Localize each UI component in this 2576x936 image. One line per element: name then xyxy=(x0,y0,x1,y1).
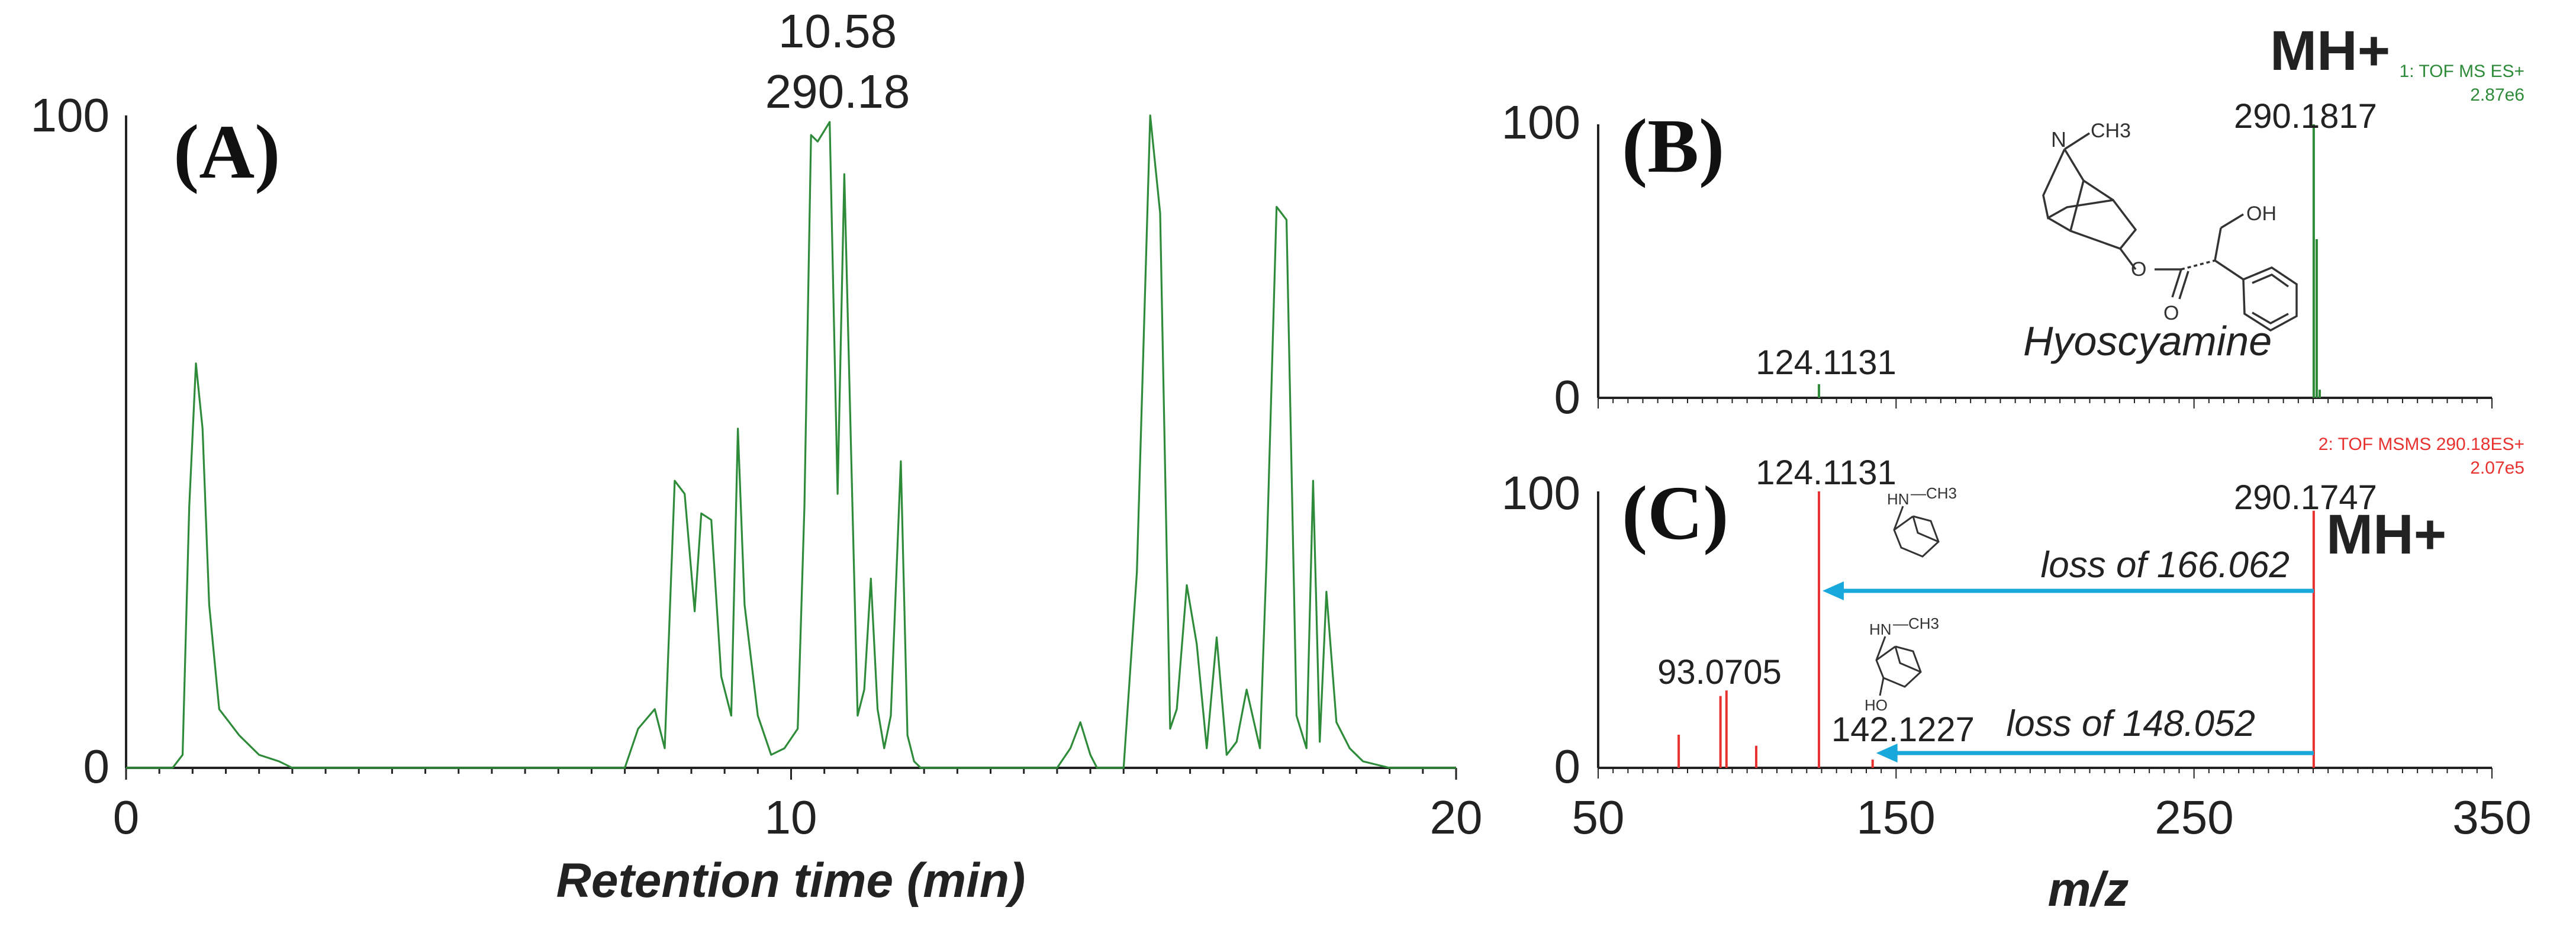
panel-c-loss-label-166: loss of 166.062 xyxy=(2040,545,2290,586)
hyoscyamine-structure xyxy=(2042,132,2298,332)
panel-a-xtick-0: 0 xyxy=(113,791,140,844)
panel-a-minor-ticks xyxy=(125,768,1457,780)
panel-c-header-line2: 2.07e5 xyxy=(2470,458,2525,478)
panel-c-ytick-0: 0 xyxy=(1554,740,1581,793)
loss-arrow-head xyxy=(1822,581,1844,600)
panel-a-label: (A) xyxy=(173,110,280,195)
panel-c-peak-label-290: 290.1747 xyxy=(2234,478,2377,517)
panel-c-header-line1: 2: TOF MSMS 290.18ES+ xyxy=(2319,435,2525,454)
panel-c-minor-ticks xyxy=(1598,768,2493,779)
panel-a-peak-rt: 10.58 xyxy=(778,5,897,57)
panel-a-peak-mz: 290.18 xyxy=(765,65,910,118)
panel-c-xlabel: m/z xyxy=(2048,863,2129,916)
panel-b-label: (B) xyxy=(1622,104,1724,189)
panel-b-ytick-100: 100 xyxy=(1502,96,1580,149)
panel-b-ytick-0: 0 xyxy=(1554,371,1581,423)
fragment-142-ch3-label: —CH3 xyxy=(1893,615,1939,632)
panel-a-ytick-100: 100 xyxy=(31,89,110,141)
panel-c-mh-label: MH+ xyxy=(2326,503,2446,566)
panel-b-compound-name: Hyoscyamine xyxy=(2023,318,2272,364)
structure-ch3-label: CH3 xyxy=(2091,120,2131,142)
fragment-142-ho-label: HO xyxy=(1865,696,1888,714)
structure-ester-o-label: O xyxy=(2131,258,2146,281)
fragment-124-structure xyxy=(1893,506,1940,558)
structure-carbonyl-o-label: O xyxy=(2163,302,2179,324)
structure-oh-label: OH xyxy=(2246,202,2276,225)
panel-c-loss-arrows xyxy=(1822,581,2314,763)
panel-b-mh-label: MH+ xyxy=(2270,20,2390,82)
structure-n-label: N xyxy=(2051,127,2066,152)
panel-c-peak-label-124: 124.1131 xyxy=(1756,453,1896,492)
panel-a-xtick-10: 10 xyxy=(765,791,817,844)
panel-c-peaks xyxy=(1677,491,2315,768)
panel-c-xtick-350: 350 xyxy=(2452,791,2531,844)
panel-c-xtick-150: 150 xyxy=(1856,791,1935,844)
panel-b-minor-ticks xyxy=(1598,398,2493,409)
panel-a-chromatogram-line xyxy=(126,114,1456,769)
panel-b-peak-label-124: 124.1131 xyxy=(1756,343,1896,382)
panel-b-header-line2: 2.87e6 xyxy=(2470,85,2525,105)
panel-c-peak-label-142: 142.1227 xyxy=(1831,710,1975,749)
fragment-142-hn-label: HN xyxy=(1869,620,1892,638)
panel-c-label: (C) xyxy=(1622,471,1728,556)
panel-b: 100 0 (B) 1: TOF MS ES+ 2.87e6 MH+ Hyosc… xyxy=(1502,20,2525,423)
panel-c-peak-label-93: 93.0705 xyxy=(1657,653,1782,691)
panel-a-xtick-20: 20 xyxy=(1430,791,1483,844)
panel-b-peaks xyxy=(1818,124,2321,398)
panel-c-ytick-100: 100 xyxy=(1502,467,1580,519)
panel-c: 100 0 50 150 250 350 m/z (C) 2: TOF MSMS… xyxy=(1502,435,2532,916)
panel-c-xtick-250: 250 xyxy=(2155,791,2233,844)
fragment-124-ch3-label: —CH3 xyxy=(1911,484,1957,502)
panel-b-header-line1: 1: TOF MS ES+ xyxy=(2400,62,2525,81)
panel-a: 100 0 0 10 20 Retention time (min) (A) 1… xyxy=(31,5,1483,908)
panel-c-loss-label-148: loss of 148.052 xyxy=(2006,703,2255,744)
panel-a-xlabel: Retention time (min) xyxy=(556,854,1026,908)
panel-a-ytick-0: 0 xyxy=(83,740,110,793)
panel-b-peak-label-290: 290.1817 xyxy=(2234,97,2377,136)
fragment-124-hn-label: HN xyxy=(1887,490,1910,508)
fragment-142-structure xyxy=(1875,636,1922,696)
loss-arrow-head xyxy=(1876,744,1898,763)
panel-c-xtick-50: 50 xyxy=(1572,791,1625,844)
